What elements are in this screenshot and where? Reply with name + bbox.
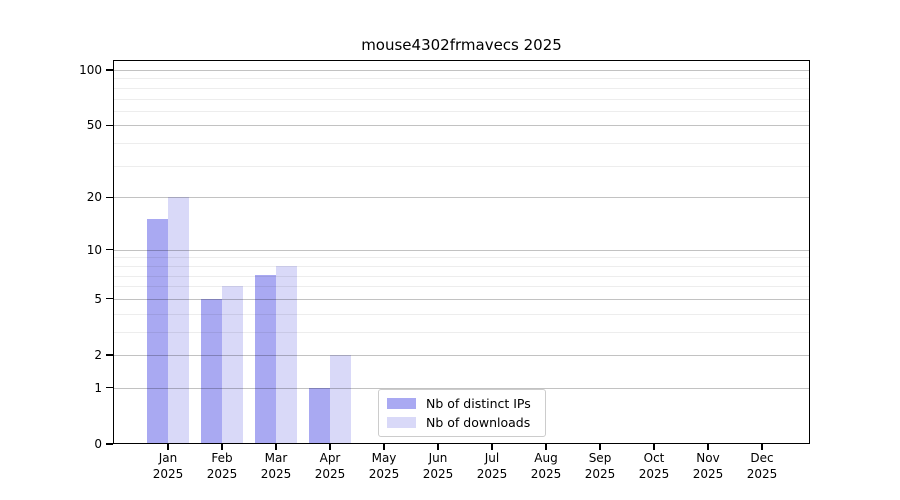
x-axis-tick-label: Apr 2025 <box>314 451 346 481</box>
y-axis-tick-label: 2 <box>94 348 102 362</box>
x-axis-tick-label: Aug 2025 <box>530 451 562 481</box>
x-axis-tick <box>167 444 169 450</box>
gridline-minor <box>113 98 810 100</box>
x-axis-tick <box>599 444 601 450</box>
y-axis-tick <box>106 443 113 445</box>
x-axis-tick <box>653 444 655 450</box>
x-axis-tick-label: Nov 2025 <box>692 451 724 481</box>
gridline-minor <box>113 110 810 112</box>
x-axis-tick <box>761 444 763 450</box>
y-axis-tick-label: 5 <box>94 291 102 306</box>
x-axis-tick <box>275 444 277 450</box>
x-axis-tick <box>221 444 223 450</box>
legend-item-distinct-ips: Nb of distinct IPs <box>387 394 537 413</box>
gridline-minor <box>113 331 810 333</box>
y-axis-tick-label: 50 <box>86 118 102 133</box>
legend: Nb of distinct IPs Nb of downloads <box>378 389 546 437</box>
x-axis-tick <box>545 444 547 450</box>
x-axis-tick <box>707 444 709 450</box>
gridline-minor <box>113 143 810 145</box>
y-axis-tick <box>106 124 113 126</box>
y-axis-tick-label: 1 <box>94 380 102 395</box>
y-axis-tick <box>106 249 113 251</box>
bar-nb-of-downloads <box>276 265 297 444</box>
gridline-major <box>113 387 810 389</box>
gridline-minor <box>113 313 810 315</box>
legend-label-downloads: Nb of downloads <box>426 415 531 430</box>
chart-title: mouse4302frmavecs 2025 <box>361 36 562 54</box>
legend-label-distinct-ips: Nb of distinct IPs <box>426 396 531 411</box>
bar-nb-of-downloads <box>330 354 351 444</box>
gridline-minor <box>113 286 810 288</box>
x-axis-tick <box>329 444 331 450</box>
gridline-major <box>113 355 810 356</box>
x-axis-tick <box>491 444 493 450</box>
bar-nb-of-distinct-ips <box>147 219 168 444</box>
x-axis-tick-label: Mar 2025 <box>260 451 292 481</box>
gridline-minor <box>113 87 810 89</box>
bar-nb-of-distinct-ips <box>255 275 276 444</box>
gridline-minor <box>113 265 810 267</box>
y-axis-tick <box>106 298 113 300</box>
y-axis-tick <box>106 354 113 356</box>
x-axis-tick-label: May 2025 <box>368 451 400 481</box>
x-axis-tick-label: Dec 2025 <box>746 451 778 481</box>
y-axis-tick-label: 10 <box>86 242 102 257</box>
x-axis-tick-label: Oct 2025 <box>638 451 670 481</box>
x-axis-tick-label: Sep 2025 <box>584 451 616 481</box>
y-axis-tick <box>106 387 113 389</box>
gridline-major <box>113 298 810 300</box>
bar-nb-of-distinct-ips <box>309 387 330 444</box>
x-axis-tick-label: Jan 2025 <box>152 451 184 481</box>
x-axis-tick <box>437 444 439 450</box>
y-axis-tick-label: 0 <box>94 437 102 451</box>
x-axis-tick <box>383 444 385 450</box>
bar-nb-of-downloads <box>222 286 243 444</box>
y-axis-tick-label: 20 <box>86 190 102 205</box>
gridline-minor <box>113 78 810 80</box>
legend-swatch-distinct-ips <box>387 398 416 409</box>
x-axis-tick-label: Jul 2025 <box>476 451 508 481</box>
legend-item-downloads: Nb of downloads <box>387 413 537 432</box>
bar-nb-of-downloads <box>168 197 189 444</box>
gridline-major <box>113 197 810 199</box>
y-axis-tick <box>106 196 113 198</box>
y-axis-tick <box>106 69 113 71</box>
gridline-minor <box>113 275 810 277</box>
gridline-minor <box>113 165 810 167</box>
gridline-minor <box>113 257 810 259</box>
y-axis-tick-label: 100 <box>79 63 102 77</box>
legend-swatch-downloads <box>387 417 416 428</box>
x-axis-tick-label: Jun 2025 <box>422 451 454 481</box>
gridline-major <box>113 70 810 71</box>
gridline-major <box>113 249 810 251</box>
gridline-major <box>113 125 810 127</box>
bar-nb-of-distinct-ips <box>201 298 222 444</box>
x-axis-tick-label: Feb 2025 <box>206 451 238 481</box>
